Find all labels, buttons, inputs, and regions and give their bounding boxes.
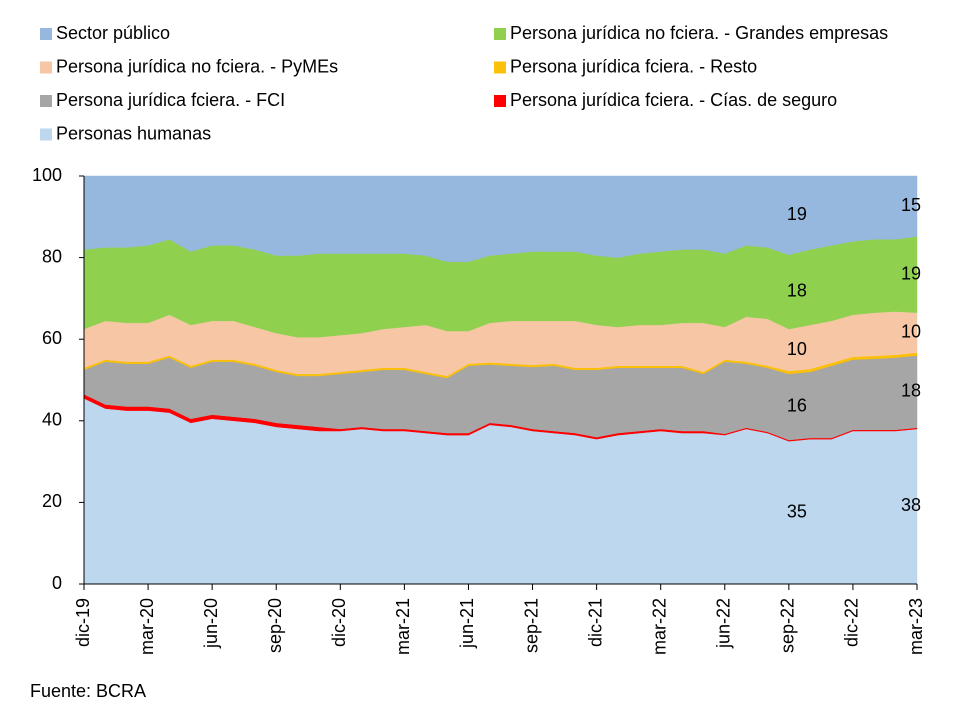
y-tick-label: 100 [32,165,62,185]
y-tick-label: 20 [42,491,62,511]
x-tick-label: dic-21 [585,598,605,647]
x-tick-label: mar-21 [393,598,413,655]
data-label: 38 [901,495,921,515]
legend-label: Persona jurídica fciera. - FCI [56,90,285,110]
area [83,175,918,262]
data-label: 19 [787,204,807,224]
legend-swatch [40,95,52,107]
legend-label: Personas humanas [56,123,211,143]
legend-label: Persona jurídica fciera. - Resto [510,56,757,76]
data-label: 18 [901,380,921,400]
x-tick-label: jun-20 [201,598,221,649]
y-tick-label: 0 [52,573,62,593]
data-label: 19 [901,263,921,283]
x-tick-label: dic-22 [842,598,862,647]
data-label: 15 [901,195,921,215]
legend-label: Sector público [56,23,170,43]
x-tick-label: dic-20 [329,598,349,647]
x-tick-label: sep-21 [521,598,541,653]
data-label: 16 [787,396,807,416]
source-note: Fuente: BCRA [30,681,146,701]
y-tick-label: 40 [42,410,62,430]
data-label: 18 [787,281,807,301]
legend-swatch [494,95,506,107]
data-label: 10 [787,339,807,359]
y-tick-label: 60 [42,328,62,348]
legend-swatch [494,28,506,40]
y-tick-label: 80 [42,246,62,266]
data-label: 35 [787,501,807,521]
x-tick-label: mar-20 [137,598,157,655]
data-label: 10 [901,321,921,341]
x-tick-label: jun-22 [714,598,734,649]
x-tick-label: mar-23 [906,598,926,655]
x-tick-label: jun-21 [457,598,477,649]
legend-swatch [40,128,52,141]
x-tick-label: dic-19 [73,598,93,647]
legend-label: Persona jurídica no fciera. - Grandes em… [510,23,888,43]
legend-swatch [494,61,506,74]
legend-swatch [40,61,52,74]
legend-label: Persona jurídica fciera. - Cías. de segu… [510,90,837,110]
legend-swatch [40,28,52,40]
x-tick-label: mar-22 [649,598,669,655]
x-tick-label: sep-20 [265,598,285,653]
legend-label: Persona jurídica no fciera. - PyMEs [56,56,338,76]
x-tick-label: sep-22 [778,598,798,653]
